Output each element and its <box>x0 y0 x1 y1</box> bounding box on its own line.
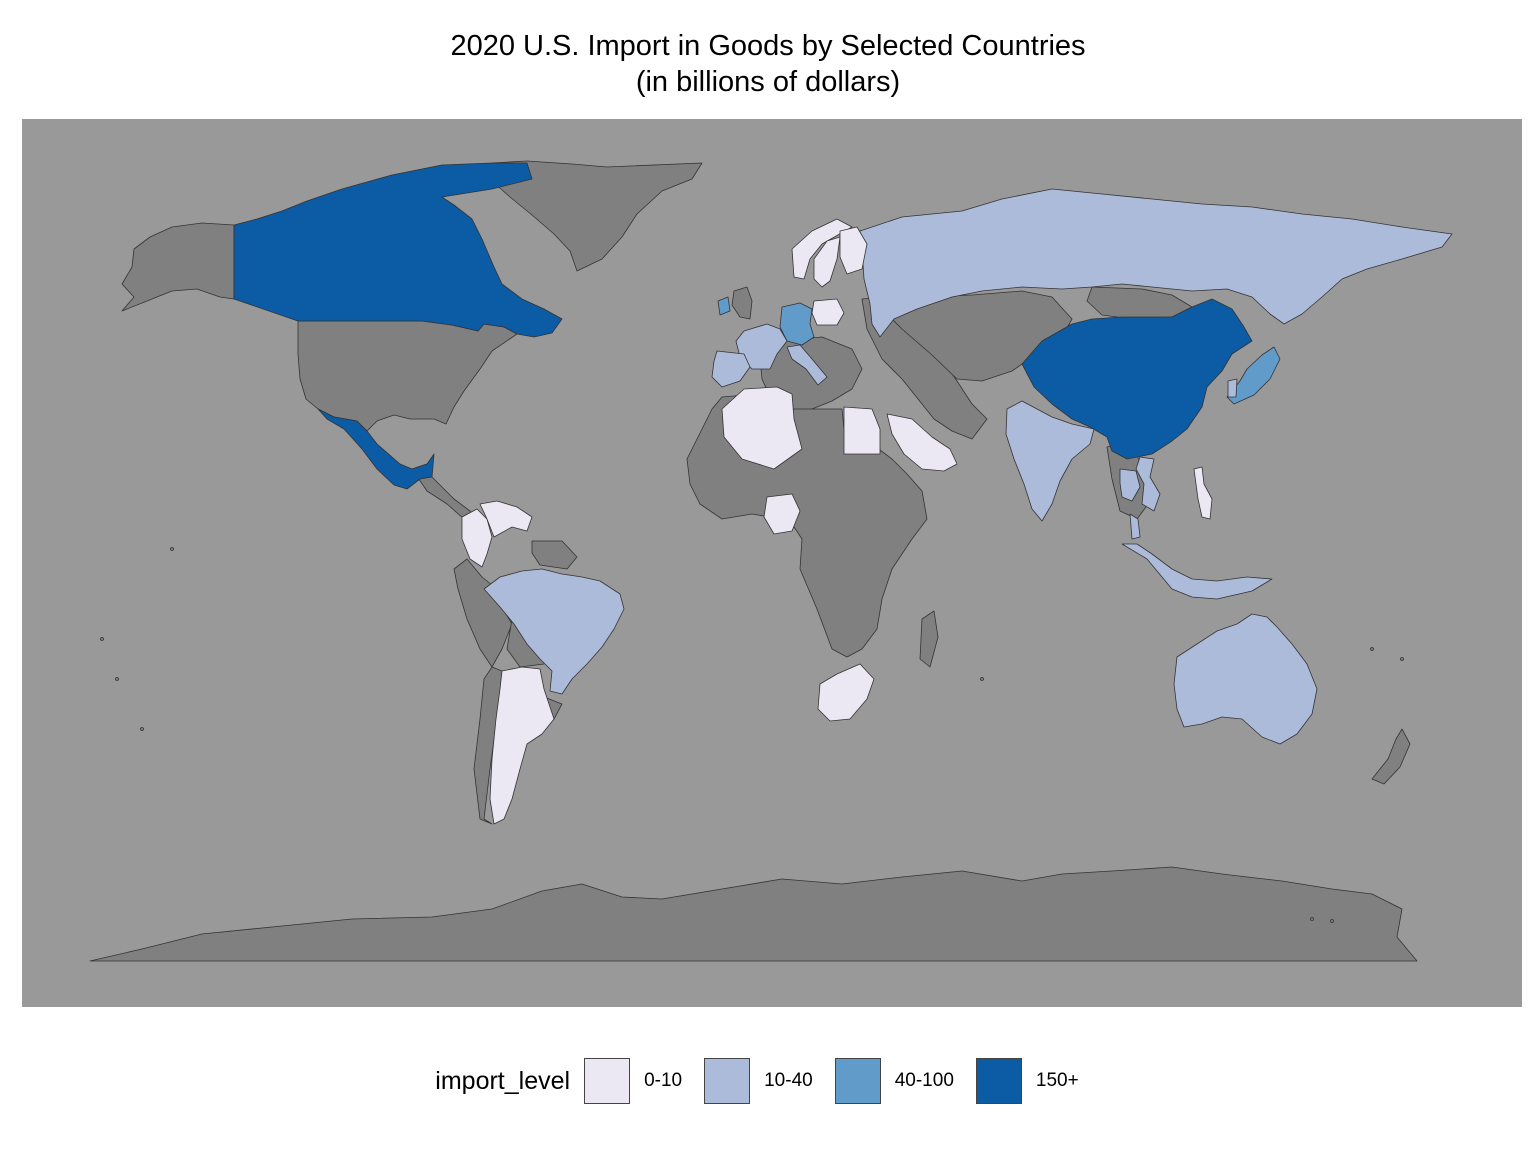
legend-item-40-100: 40-100 <box>834 1058 954 1104</box>
region-malaysia <box>1129 513 1141 540</box>
legend-item-0-10: 0-10 <box>584 1058 682 1104</box>
world-map <box>22 119 1522 1007</box>
chart-subtitle: (in billions of dollars) <box>635 66 901 98</box>
island-outline <box>140 727 144 731</box>
region-uk <box>731 286 753 320</box>
region-mexico <box>317 408 435 490</box>
region-antarctica <box>89 866 1418 962</box>
legend-title: import_level <box>435 1066 571 1095</box>
region-australia <box>1173 613 1318 745</box>
island-outline <box>1370 647 1374 651</box>
region-egypt <box>843 406 881 455</box>
island-outline <box>1400 657 1404 661</box>
island-outline <box>170 547 174 551</box>
region-canada <box>233 162 563 338</box>
region-vietnam <box>1135 456 1161 512</box>
legend-key-swatch <box>834 1058 881 1104</box>
region-guianas <box>531 540 578 570</box>
region-south-korea <box>1227 378 1238 398</box>
region-norway <box>791 218 853 280</box>
region-indonesia <box>1121 543 1273 600</box>
legend-label: 40-100 <box>894 1070 954 1091</box>
region-nigeria <box>763 493 801 535</box>
region-france <box>735 323 788 370</box>
legend-item-10-40: 10-40 <box>704 1058 813 1104</box>
island-outline <box>115 677 119 681</box>
region-ireland <box>717 296 731 316</box>
region-poland <box>811 298 845 326</box>
legend-label: 0-10 <box>644 1070 683 1091</box>
legend-key-swatch <box>704 1058 751 1104</box>
island-outline <box>980 677 984 681</box>
chart-title: 2020 U.S. Import in Goods by Selected Co… <box>450 30 1086 62</box>
region-south-africa <box>817 663 875 722</box>
legend-label: 150+ <box>1035 1070 1079 1091</box>
legend-key-swatch <box>975 1058 1022 1104</box>
region-russia <box>859 188 1453 338</box>
region-greenland <box>491 160 703 272</box>
region-madagascar <box>919 610 939 668</box>
legend: import_level 0-10 10-40 40-100 150+ <box>0 1057 1536 1105</box>
region-algeria <box>721 386 803 470</box>
legend-label: 10-40 <box>764 1070 813 1091</box>
region-germany <box>779 302 815 346</box>
region-finland <box>839 226 868 275</box>
region-thailand <box>1119 468 1141 502</box>
region-italy <box>786 344 828 386</box>
map-panel <box>22 119 1522 1007</box>
region-brazil <box>483 568 625 695</box>
region-spain <box>711 350 751 388</box>
chart-title-block: 2020 U.S. Import in Goods by Selected Co… <box>0 28 1536 100</box>
region-colombia <box>461 508 493 568</box>
region-philippines <box>1193 466 1213 520</box>
island-outline <box>1310 917 1314 921</box>
region-india <box>1005 400 1095 522</box>
region-alaska <box>121 222 235 312</box>
legend-key-swatch <box>584 1058 631 1104</box>
region-argentina <box>489 666 555 825</box>
region-sweden <box>813 236 841 288</box>
island-outline <box>1330 919 1334 923</box>
region-venezuela <box>479 500 533 538</box>
legend-item-150-: 150+ <box>975 1058 1079 1104</box>
region-new-zealand <box>1371 728 1411 785</box>
region-saudi-arabia <box>886 413 958 472</box>
island-outline <box>100 637 104 641</box>
